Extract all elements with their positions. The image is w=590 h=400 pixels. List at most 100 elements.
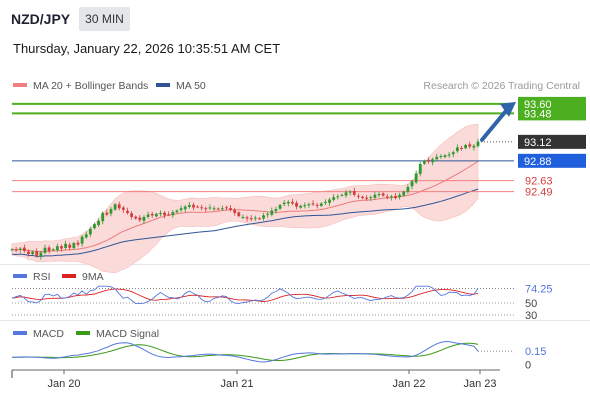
candle-body	[369, 197, 373, 199]
candle-body	[121, 207, 125, 210]
candle-body	[241, 216, 245, 218]
candle-body	[295, 202, 298, 207]
legend-ma50: MA 50	[156, 80, 206, 92]
candle-body	[14, 249, 18, 251]
rsi-tick-50: 50	[525, 298, 537, 310]
candle-body	[365, 197, 369, 199]
candle-body	[307, 204, 311, 206]
candle-body	[80, 236, 84, 244]
candle-body	[451, 152, 455, 155]
candle-body	[311, 203, 315, 205]
x-tick-label-1: Jan 21	[220, 378, 253, 390]
candle-body	[196, 206, 199, 208]
legend-label-ma20: MA 20 + Bollinger Bands	[33, 80, 149, 92]
level-label-93-60: 93.60	[524, 99, 552, 111]
candle-body	[72, 243, 76, 249]
candle-body	[336, 196, 340, 198]
legend-swatch-ma50	[156, 83, 170, 88]
current-price-label: 93.12	[524, 137, 552, 149]
candle-body	[187, 205, 191, 207]
candle-body	[146, 214, 150, 217]
candle-body	[435, 156, 439, 160]
candle-body	[18, 248, 22, 250]
candle-body	[47, 247, 51, 251]
macd-line	[11, 341, 479, 363]
candle-body	[43, 247, 47, 253]
candle-body	[377, 194, 381, 196]
candle-body	[398, 194, 402, 198]
level-label-92-63: 92.63	[525, 176, 553, 188]
credit-label: Research © 2026 Trading Central	[423, 80, 580, 92]
candle-body	[216, 208, 220, 210]
candle-body	[286, 201, 290, 204]
candle-body	[208, 207, 212, 209]
current-price-label-bg	[518, 134, 586, 149]
candle-body	[97, 220, 101, 226]
legend-swatch-macd	[13, 331, 27, 336]
legend-swatch-rsi-ma	[62, 274, 76, 279]
price-panel	[10, 96, 586, 274]
panel-divider-rsi	[0, 264, 590, 265]
candle-body	[245, 217, 249, 219]
candle-body	[88, 228, 92, 235]
candle-body	[266, 213, 270, 215]
legend-label-rsi: RSI	[33, 271, 51, 283]
panel-divider-macd	[0, 320, 590, 321]
candle-body	[93, 224, 96, 229]
candle-body	[332, 197, 336, 200]
candle-body	[163, 212, 166, 216]
candle-body	[418, 163, 422, 174]
candle-body	[468, 144, 472, 147]
candle-body	[138, 217, 142, 221]
candle-body	[439, 156, 443, 158]
candle-body	[126, 210, 129, 213]
legend-macd-signal: MACD Signal	[76, 328, 159, 340]
candle-body	[270, 210, 274, 215]
candle-body	[134, 216, 138, 219]
candle-body	[84, 234, 88, 238]
candle-body	[105, 212, 109, 215]
candle-body	[253, 217, 257, 219]
candle-body	[109, 209, 113, 214]
candle-body	[212, 208, 216, 210]
candle-body	[68, 244, 72, 248]
candle-body	[344, 192, 348, 196]
candle-body	[220, 208, 224, 210]
candle-body	[179, 208, 183, 210]
candle-body	[357, 195, 360, 197]
candle-body	[192, 204, 195, 208]
candle-body	[27, 251, 30, 255]
candle-body	[130, 213, 133, 217]
legend-swatch-ma20	[13, 83, 27, 88]
x-tick-label-3: Jan 23	[463, 378, 496, 390]
x-tick-label-0: Jan 20	[47, 378, 80, 390]
candle-body	[55, 246, 59, 250]
ma50-line	[11, 188, 479, 257]
candle-body	[282, 202, 286, 205]
candle-body	[414, 173, 418, 183]
candle-body	[361, 196, 364, 198]
candle-body	[51, 249, 55, 251]
candle-body	[406, 186, 410, 192]
candle-body	[237, 212, 241, 217]
macd-panel	[11, 341, 514, 363]
chart-header: NZD/JPY 30 MIN	[0, 0, 590, 36]
timeframe-badge[interactable]: 30 MIN	[79, 7, 130, 31]
candle-body	[117, 204, 121, 209]
candle-body	[262, 215, 265, 219]
candle-body	[233, 209, 237, 213]
candle-body	[447, 154, 451, 156]
candle-body	[258, 218, 261, 220]
candle-body	[340, 194, 344, 196]
candle-body	[373, 194, 377, 198]
candle-body	[385, 196, 389, 198]
datetime-label: Thursday, January 22, 2026 10:35:51 AM C…	[13, 41, 281, 56]
candle-body	[60, 246, 63, 249]
candle-body	[159, 212, 162, 215]
candle-body	[76, 242, 80, 245]
candles	[10, 138, 480, 260]
candle-body	[101, 212, 105, 222]
candle-body	[113, 204, 117, 210]
rsi-panel	[11, 285, 514, 316]
